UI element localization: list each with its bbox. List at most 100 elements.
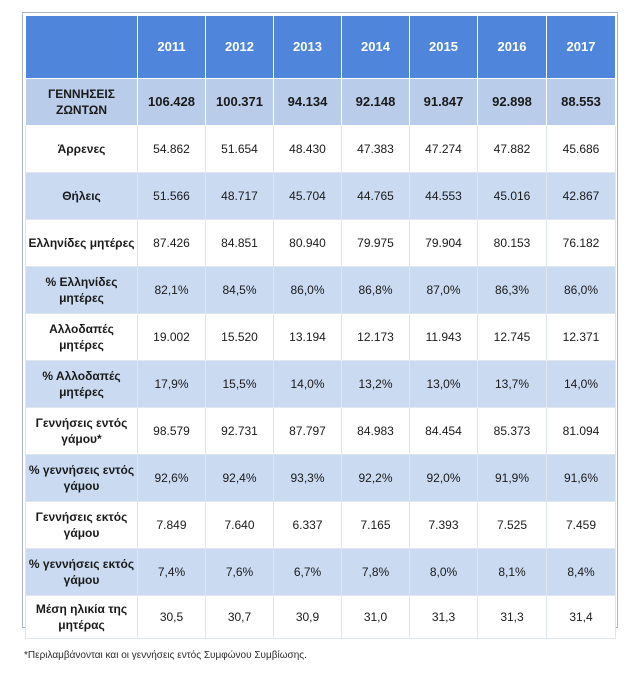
table-cell: 47.383 — [341, 125, 410, 173]
table-cell: 48.717 — [205, 172, 274, 220]
table-cell: 86,8% — [341, 266, 410, 314]
table-cell: 92.731 — [205, 407, 274, 455]
table-cell: 7.640 — [205, 501, 274, 549]
row-label: % γεννήσεις εκτός γάμου — [25, 548, 138, 596]
table-cell: 31,3 — [409, 595, 478, 639]
table-cell: 45.704 — [273, 172, 342, 220]
table-cell: 86,0% — [546, 266, 616, 314]
table-cell: 86,3% — [477, 266, 547, 314]
table-cell: 79.975 — [341, 219, 410, 267]
table-cell: 82,1% — [137, 266, 206, 314]
table-cell: 7.393 — [409, 501, 478, 549]
table-row: % γεννήσεις εντός γάμου 92,6% 92,4% 93,3% 92… — [25, 454, 616, 502]
table-cell: 31,3 — [477, 595, 547, 639]
row-label: Γεννήσεις εντός γάμου* — [25, 407, 138, 455]
row-label: ΓΕΝΝΗΣΕΙΣ ΖΩΝΤΩΝ — [25, 78, 138, 126]
table-cell: 84,5% — [205, 266, 274, 314]
table-cell: 12.371 — [546, 313, 616, 361]
table-cell: 48.430 — [273, 125, 342, 173]
table-cell: 92,4% — [205, 454, 274, 502]
table-cell: 13,7% — [477, 360, 547, 408]
table-cell: 91,6% — [546, 454, 616, 502]
table-cell: 7.459 — [546, 501, 616, 549]
table-cell: 98.579 — [137, 407, 206, 455]
table-cell: 86,0% — [273, 266, 342, 314]
table-cell: 54.862 — [137, 125, 206, 173]
year-header-2012: 2012 — [205, 15, 274, 79]
table-cell: 12.745 — [477, 313, 547, 361]
table-cell: 44.553 — [409, 172, 478, 220]
table-row: % Ελληνίδες μητέρες 82,1% 84,5% 86,0% 86,8% 8… — [25, 266, 616, 314]
table-cell: 13,2% — [341, 360, 410, 408]
table-row: Γεννήσεις εντός γάμου* 98.579 92.731 87.797… — [25, 407, 616, 455]
table-cell: 7.849 — [137, 501, 206, 549]
table-cell: 17,9% — [137, 360, 206, 408]
table-cell: 87,0% — [409, 266, 478, 314]
table-cell: 92,0% — [409, 454, 478, 502]
row-label: Μέση ηλικία της μητέρας — [25, 595, 138, 639]
table-cell: 8,4% — [546, 548, 616, 596]
table-cell: 14,0% — [273, 360, 342, 408]
table-cell: 88.553 — [546, 78, 616, 126]
table-cell: 51.654 — [205, 125, 274, 173]
table-cell: 84.851 — [205, 219, 274, 267]
table-cell: 92,2% — [341, 454, 410, 502]
table-cell: 94.134 — [273, 78, 342, 126]
table-row: Άρρενες 54.862 51.654 48.430 47.383 47.274 47.… — [25, 125, 616, 173]
table-cell: 11.943 — [409, 313, 478, 361]
year-header-2015: 2015 — [409, 15, 478, 79]
row-label: % γεννήσεις εντός γάμου — [25, 454, 138, 502]
table-cell: 92.898 — [477, 78, 547, 126]
table-cell: 84.454 — [409, 407, 478, 455]
row-label: Γεννήσεις εκτός γάμου — [25, 501, 138, 549]
row-label: Θήλεις — [25, 172, 138, 220]
table-cell: 30,7 — [205, 595, 274, 639]
table-cell: 80.940 — [273, 219, 342, 267]
table-row: % Αλλοδαπές μητέρες 17,9% 15,5% 14,0% 13,2% 1… — [25, 360, 616, 408]
table-cell: 14,0% — [546, 360, 616, 408]
table-cell: 85.373 — [477, 407, 547, 455]
table-cell: 51.566 — [137, 172, 206, 220]
table-cell: 47.882 — [477, 125, 547, 173]
table-cell: 76.182 — [546, 219, 616, 267]
table-cell: 81.094 — [546, 407, 616, 455]
table-cell: 30,9 — [273, 595, 342, 639]
table-cell: 7,6% — [205, 548, 274, 596]
table-cell: 42.867 — [546, 172, 616, 220]
table-cell: 31,0 — [341, 595, 410, 639]
row-label: Άρρενες — [25, 125, 138, 173]
table-body: 2011 2012 2013 2014 2015 2016 2017 ΓΕΝΝΗ… — [25, 15, 616, 639]
table-row: Αλλοδαπές μητέρες 19.002 15.520 13.194 12.17… — [25, 313, 616, 361]
table-cell: 91.847 — [409, 78, 478, 126]
table-cell: 7.525 — [477, 501, 547, 549]
table-cell: 6.337 — [273, 501, 342, 549]
table-cell: 15.520 — [205, 313, 274, 361]
header-corner-cell — [25, 15, 138, 79]
table-cell: 7,8% — [341, 548, 410, 596]
year-header-2011: 2011 — [137, 15, 206, 79]
table-row: Μέση ηλικία της μητέρας 30,5 30,7 30,9 31,0 3… — [25, 595, 616, 639]
row-label: % Αλλοδαπές μητέρες — [25, 360, 138, 408]
table-cell: 45.686 — [546, 125, 616, 173]
table-cell: 13.194 — [273, 313, 342, 361]
table-cell: 91,9% — [477, 454, 547, 502]
table-cell: 8,1% — [477, 548, 547, 596]
table-cell: 87.426 — [137, 219, 206, 267]
year-header-2016: 2016 — [477, 15, 547, 79]
table-cell: 6,7% — [273, 548, 342, 596]
table-cell: 80.153 — [477, 219, 547, 267]
table-row: Γεννήσεις εκτός γάμου 7.849 7.640 6.337 7.16… — [25, 501, 616, 549]
table-cell: 92,6% — [137, 454, 206, 502]
table-cell: 92.148 — [341, 78, 410, 126]
table-cell: 47.274 — [409, 125, 478, 173]
table-cell: 8,0% — [409, 548, 478, 596]
table-row: % γεννήσεις εκτός γάμου 7,4% 7,6% 6,7% 7,8% 8… — [25, 548, 616, 596]
total-births-row: ΓΕΝΝΗΣΕΙΣ ΖΩΝΤΩΝ 106.428 100.371 94.134 92.1… — [25, 78, 616, 126]
table-cell: 106.428 — [137, 78, 206, 126]
row-label: Αλλοδαπές μητέρες — [25, 313, 138, 361]
table-cell: 87.797 — [273, 407, 342, 455]
table-cell: 7,4% — [137, 548, 206, 596]
table-cell: 12.173 — [341, 313, 410, 361]
year-header-2014: 2014 — [341, 15, 410, 79]
table-cell: 45.016 — [477, 172, 547, 220]
